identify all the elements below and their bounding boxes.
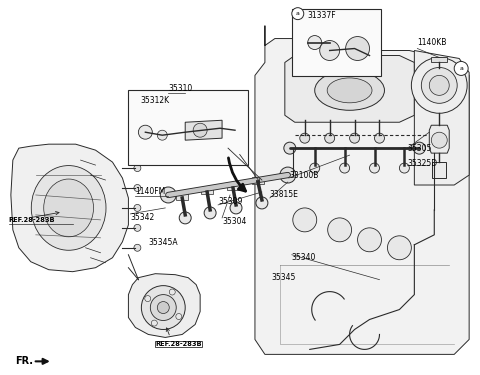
- Circle shape: [370, 163, 380, 173]
- Circle shape: [138, 125, 152, 139]
- Polygon shape: [432, 57, 447, 63]
- Circle shape: [328, 218, 351, 242]
- Text: 35325D: 35325D: [408, 159, 437, 168]
- Circle shape: [280, 167, 296, 183]
- Circle shape: [293, 208, 317, 232]
- Circle shape: [193, 123, 207, 137]
- Circle shape: [134, 204, 141, 212]
- Text: 35309: 35309: [218, 198, 242, 207]
- Polygon shape: [176, 193, 188, 200]
- Circle shape: [157, 302, 169, 313]
- Circle shape: [204, 207, 216, 219]
- Text: 33815E: 33815E: [270, 190, 299, 200]
- Circle shape: [134, 244, 141, 251]
- Text: a: a: [459, 66, 463, 71]
- Polygon shape: [414, 51, 469, 185]
- Circle shape: [157, 130, 167, 140]
- Ellipse shape: [315, 70, 384, 110]
- Circle shape: [160, 187, 176, 203]
- Text: 1140FM: 1140FM: [135, 188, 166, 196]
- Polygon shape: [429, 125, 449, 153]
- Text: 35305: 35305: [408, 144, 432, 153]
- Text: a: a: [296, 11, 300, 16]
- Polygon shape: [432, 162, 446, 178]
- Text: 35342: 35342: [131, 213, 155, 222]
- Polygon shape: [185, 120, 222, 140]
- Text: 35340: 35340: [292, 253, 316, 262]
- Ellipse shape: [31, 166, 106, 250]
- Ellipse shape: [44, 179, 94, 237]
- Text: FR.: FR.: [15, 356, 33, 366]
- Circle shape: [134, 224, 141, 231]
- Circle shape: [411, 57, 467, 113]
- Circle shape: [292, 8, 304, 20]
- Circle shape: [176, 314, 182, 320]
- Circle shape: [320, 40, 340, 60]
- Polygon shape: [285, 39, 414, 122]
- Circle shape: [300, 133, 310, 143]
- Circle shape: [421, 68, 457, 104]
- Polygon shape: [201, 187, 213, 194]
- Circle shape: [151, 320, 157, 326]
- Text: REF.28-283B: REF.28-283B: [9, 217, 55, 223]
- Circle shape: [432, 132, 447, 148]
- Polygon shape: [227, 183, 239, 190]
- Circle shape: [142, 286, 185, 330]
- Text: 35345A: 35345A: [148, 238, 178, 247]
- Circle shape: [134, 184, 141, 192]
- Circle shape: [346, 36, 370, 60]
- Text: 1140KB: 1140KB: [417, 38, 447, 47]
- Circle shape: [256, 197, 268, 209]
- Circle shape: [308, 36, 322, 50]
- Text: REF.28-283B: REF.28-283B: [156, 341, 202, 347]
- Ellipse shape: [327, 78, 372, 103]
- Circle shape: [413, 142, 425, 154]
- Circle shape: [349, 133, 360, 143]
- Circle shape: [340, 163, 349, 173]
- Text: 33100B: 33100B: [290, 171, 319, 180]
- Polygon shape: [255, 26, 469, 354]
- Text: 35310: 35310: [168, 84, 192, 93]
- Polygon shape: [129, 274, 200, 338]
- FancyBboxPatch shape: [292, 9, 382, 76]
- Text: 35345: 35345: [272, 273, 296, 282]
- Circle shape: [454, 62, 468, 75]
- Circle shape: [145, 296, 151, 302]
- Text: 35304: 35304: [222, 217, 246, 226]
- Circle shape: [387, 236, 411, 260]
- Circle shape: [429, 75, 449, 95]
- Polygon shape: [11, 144, 129, 272]
- Circle shape: [374, 133, 384, 143]
- Circle shape: [179, 212, 191, 224]
- Circle shape: [310, 163, 320, 173]
- Text: 35312K: 35312K: [140, 96, 169, 105]
- Circle shape: [134, 165, 141, 171]
- FancyBboxPatch shape: [129, 90, 248, 165]
- Circle shape: [284, 142, 296, 154]
- Text: 31337F: 31337F: [308, 10, 336, 20]
- Circle shape: [169, 289, 175, 295]
- Circle shape: [324, 133, 335, 143]
- Circle shape: [399, 163, 409, 173]
- Circle shape: [358, 228, 382, 252]
- Circle shape: [230, 202, 242, 214]
- Circle shape: [150, 295, 176, 321]
- Polygon shape: [252, 177, 264, 184]
